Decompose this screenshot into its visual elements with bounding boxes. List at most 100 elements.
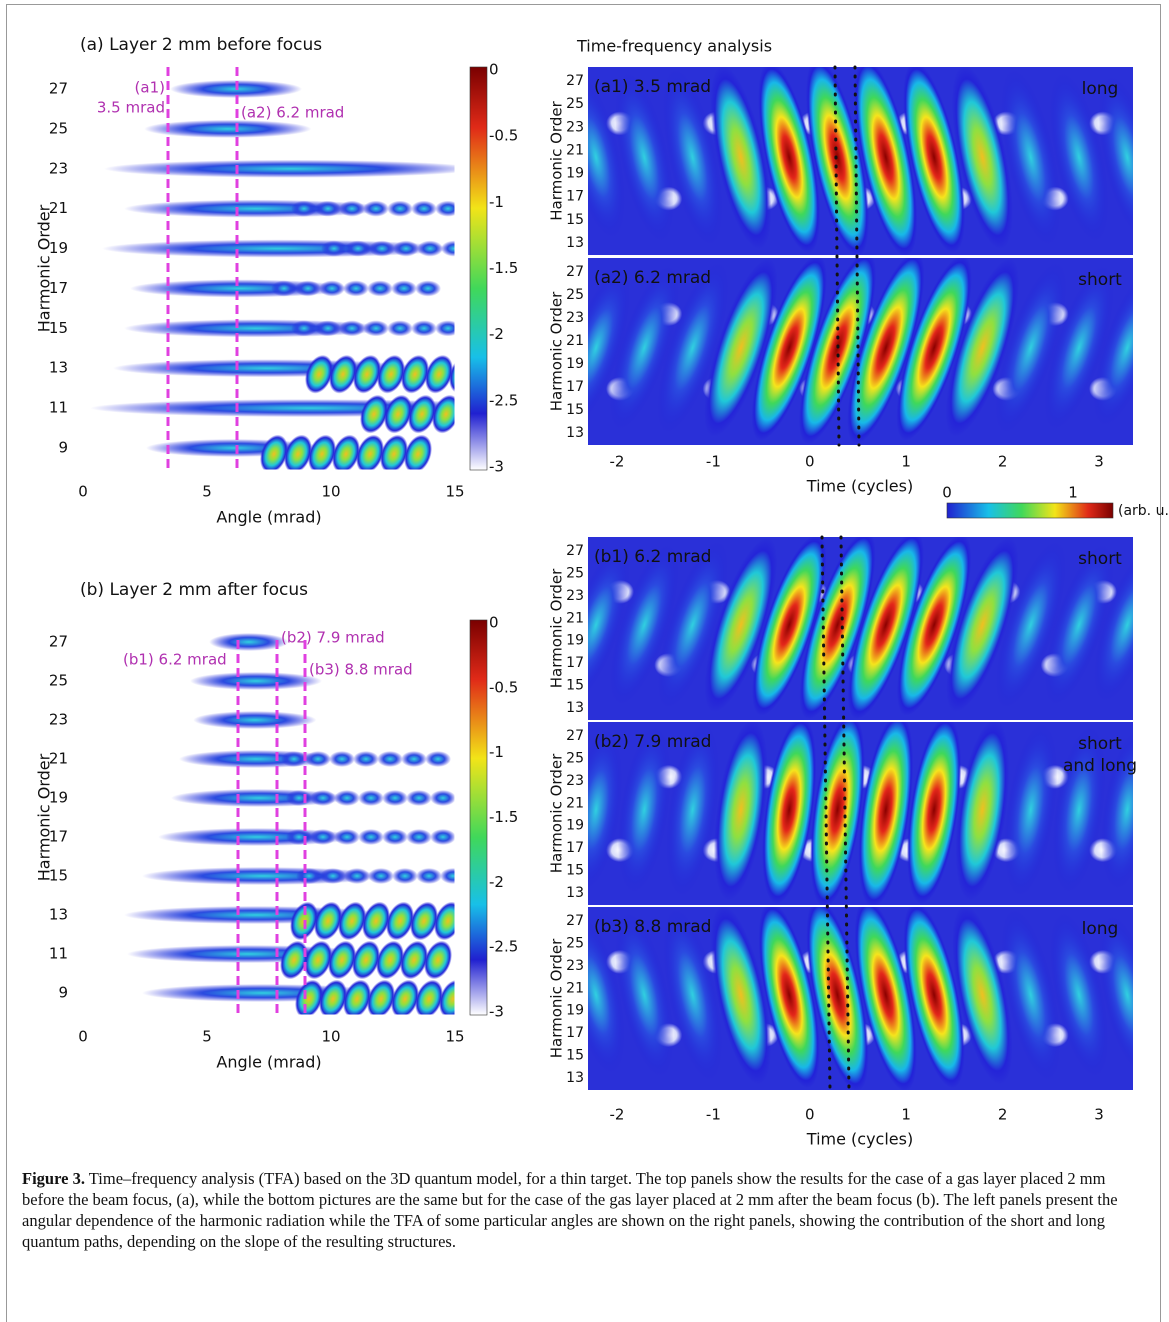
heat-blob	[387, 320, 413, 337]
x-tick-label: 5	[202, 483, 212, 501]
heat-blob	[339, 200, 365, 217]
heat-blob	[366, 979, 396, 1015]
guide-line	[839, 535, 851, 1092]
heat-blob	[355, 434, 385, 470]
heat-blob	[662, 68, 723, 246]
caption-label: Figure 3.	[22, 1169, 85, 1188]
caption: Figure 3. Time–frequency analysis (TFA) …	[22, 1168, 1147, 1252]
heat-blob	[313, 901, 343, 941]
heat-blob	[286, 790, 312, 806]
heat-blob	[352, 354, 382, 394]
heat-blob	[1136, 915, 1169, 1075]
y-tick-label: 21	[566, 333, 584, 349]
heat-blob	[903, 67, 966, 253]
path-label: long	[1082, 79, 1119, 99]
heat-blob	[995, 540, 1067, 709]
heat-blob	[438, 979, 455, 1015]
guide-line	[833, 65, 841, 447]
heat-blob	[417, 240, 443, 257]
y-tick-label: 17	[49, 828, 68, 846]
colorbar-tick-label: -0.5	[489, 678, 518, 696]
y-tick-label: 13	[49, 906, 68, 924]
y-tick-label: 17	[566, 655, 584, 671]
x-tick-label: -2	[610, 453, 625, 471]
x-tick-label: 3	[1094, 453, 1104, 471]
heat-blob	[847, 537, 924, 720]
heat-blob	[656, 262, 729, 434]
heat-blob	[665, 722, 720, 897]
heat-blob	[588, 76, 626, 239]
heat-blob	[1137, 302, 1165, 326]
heat-blob	[435, 320, 455, 337]
heat-blob	[318, 979, 348, 1015]
y-tick-label: 19	[566, 356, 584, 372]
heat-blob	[758, 907, 820, 1089]
y-tick-label: 21	[566, 795, 584, 811]
path-label: short	[1078, 270, 1122, 290]
colorbar	[469, 619, 488, 1016]
heat-blob	[271, 280, 297, 297]
heat-blob	[1049, 72, 1109, 242]
y-tick-label: 27	[566, 73, 584, 89]
y-tick-label: 23	[566, 773, 584, 789]
heat-blob	[334, 790, 360, 806]
y-tick-label: 15	[566, 678, 584, 694]
heat-blob	[344, 868, 370, 884]
heat-blob	[295, 280, 321, 297]
heat-blob	[710, 67, 772, 250]
colorbar-tick-label: -0.5	[489, 127, 518, 145]
heat-blob	[90, 399, 455, 418]
heat-blob	[310, 829, 336, 845]
heat-blob	[363, 320, 389, 337]
heat-blob	[1137, 765, 1165, 789]
heat-blob	[441, 240, 455, 257]
x-tick-label: 0	[805, 453, 815, 471]
y-tick-label: 17	[566, 379, 584, 395]
guide-line	[853, 65, 861, 447]
heat-blob	[286, 829, 312, 845]
heat-blob	[945, 258, 1020, 437]
heat-blob	[359, 394, 389, 434]
heat-blob	[903, 907, 965, 1089]
y-tick-label: 19	[566, 633, 584, 649]
heat-blob	[858, 722, 914, 905]
y-tick-label: 23	[566, 310, 584, 326]
heat-blob	[391, 280, 417, 297]
x-tick-label: -1	[706, 1106, 721, 1124]
heat-blob	[414, 979, 444, 1015]
heat-blob	[751, 258, 827, 441]
heat-blob	[307, 434, 337, 470]
y-tick-label: 11	[49, 399, 68, 417]
x-tick-label: 10	[321, 1028, 340, 1046]
heat-blob	[279, 940, 309, 980]
y-tick-label: 13	[49, 359, 68, 377]
heat-blob	[104, 159, 455, 178]
heat-blob	[375, 940, 405, 980]
x-axis-label: Angle (mrad)	[216, 508, 321, 527]
heat-blob	[657, 540, 729, 709]
y-tick-label: 27	[566, 728, 584, 744]
heat-blob	[799, 537, 876, 720]
y-tick-label: 25	[566, 96, 584, 112]
heat-blob	[407, 394, 437, 434]
heat-blob	[847, 258, 925, 445]
heat-blob	[1093, 547, 1133, 702]
heat-blob	[751, 537, 827, 716]
y-tick-label: 25	[566, 287, 584, 303]
heat-blob	[896, 258, 972, 441]
x-tick-label: 2	[998, 453, 1008, 471]
heat-blob	[1093, 269, 1133, 427]
heat-blob	[704, 537, 778, 713]
heat-blob	[363, 200, 389, 217]
y-tick-label: 15	[566, 1048, 584, 1064]
heat-blob	[430, 829, 455, 845]
heat-blob	[400, 354, 430, 394]
x-tick-label: 1	[901, 1106, 911, 1124]
heat-blob	[416, 868, 442, 884]
colorbar-tick-label: 0	[489, 614, 499, 632]
y-tick-label: 15	[566, 402, 584, 418]
y-tick-label: 25	[49, 672, 68, 690]
heat-blob	[303, 940, 333, 980]
heat-blob	[321, 240, 347, 257]
panel-title: Time-frequency analysis	[576, 37, 772, 56]
